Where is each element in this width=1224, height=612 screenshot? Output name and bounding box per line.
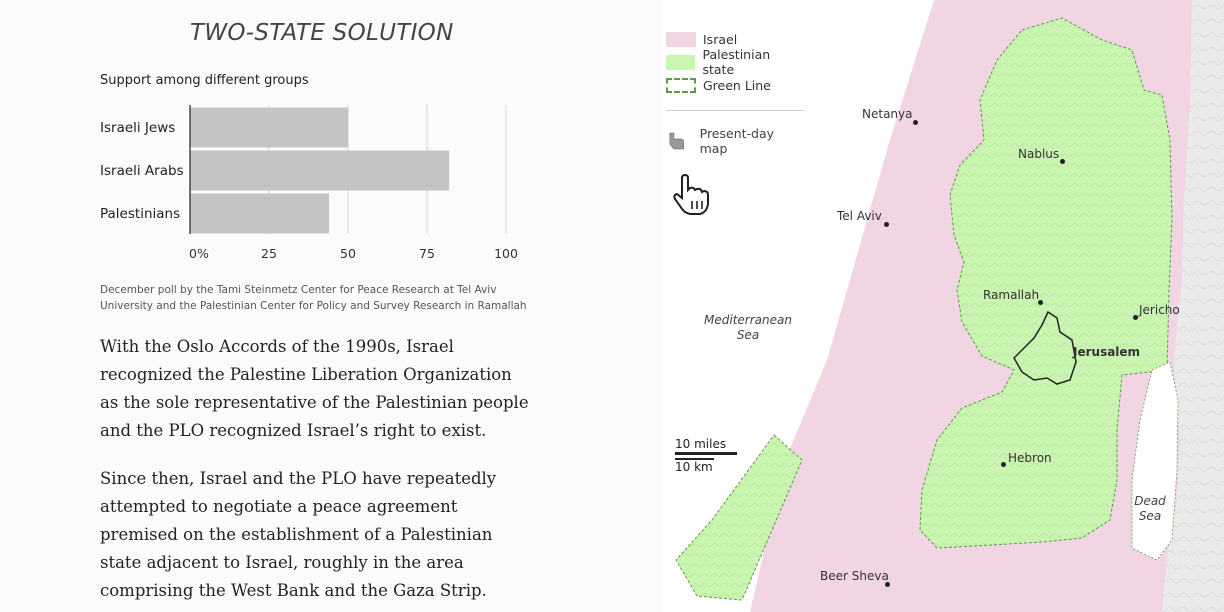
paragraph-oslo: With the Oslo Accords of the 1990s, Isra…	[100, 337, 529, 440]
city-label-ramallah: Ramallah	[983, 288, 1040, 302]
scale-bar-km	[675, 458, 714, 460]
city-label-beer-sheva: Beer Sheva	[820, 569, 889, 583]
chart-subtitle: Support among different groups	[100, 73, 309, 88]
dead-sea-label: Dead Sea	[1134, 494, 1166, 523]
pointing-hand-icon	[669, 132, 685, 150]
city-dot-ramallah	[1038, 300, 1043, 305]
category-label: Israeli Jews	[100, 120, 175, 136]
jerusalem-boundary	[1013, 310, 1077, 385]
legend-label-israel: Israel	[703, 31, 738, 47]
scale-label-miles: 10 miles	[675, 437, 727, 451]
category-label: Israeli Arabs	[100, 163, 184, 179]
city-label-netanya: Netanya	[862, 107, 913, 121]
israel-swatch	[666, 31, 696, 47]
bar-israeli-jews	[190, 107, 348, 148]
legend-item-palestine: Palestinian state	[666, 47, 804, 77]
scale-bar-miles	[675, 452, 737, 455]
bar-palestinians	[190, 193, 330, 234]
city-label-jerusalem: Jerusalem	[1073, 345, 1141, 359]
present-day-map-button[interactable]: Present-day map	[666, 126, 804, 156]
present-day-map-label: Present-day map	[699, 126, 775, 156]
legend-label-green-line: Green Line	[703, 77, 771, 93]
city-label-hebron: Hebron	[1008, 451, 1052, 465]
scale-label-km: 10 km	[675, 460, 713, 474]
city-dot-netanya	[913, 120, 918, 125]
city-label-jericho: Jericho	[1139, 303, 1180, 317]
category-label: Palestinians	[100, 206, 180, 222]
support-bar-chart: 0% 25 50 75 100 Israeli Jews Israeli Arabs Pale…	[100, 105, 518, 261]
x-tick-label: 50	[340, 246, 356, 261]
jordan-terrain	[1162, 0, 1224, 612]
x-tick-label: 0%	[189, 246, 209, 261]
mediterranean-sea-label: Mediterranean Sea	[704, 313, 792, 342]
city-dot-beer-sheva	[885, 582, 890, 587]
map-scale: 10 miles 10 km	[675, 437, 726, 474]
legend-divider	[666, 110, 804, 111]
city-dot-tel-aviv	[884, 222, 889, 227]
gaza-area	[675, 434, 803, 601]
legend-label-palestine: Palestinian state	[702, 47, 771, 77]
city-dot-hebron	[1001, 462, 1006, 467]
city-dot-nablus	[1060, 159, 1065, 164]
west-bank-area	[919, 17, 1173, 549]
dead-sea	[1131, 361, 1179, 561]
x-tick-label: 75	[419, 246, 435, 261]
city-label-nablus: Nablus	[1018, 147, 1060, 161]
chart-source-note: December poll by the Tami Steinmetz Cent…	[100, 284, 527, 312]
legend-item-green-line: Green Line	[666, 76, 771, 94]
region-map	[662, 0, 1224, 612]
city-label-tel-aviv: Tel Aviv	[837, 209, 882, 223]
x-tick-label: 25	[261, 246, 277, 261]
x-tick-label: 100	[494, 246, 518, 261]
palestine-swatch	[666, 54, 696, 70]
hand-cursor-icon	[673, 174, 709, 215]
paragraph-negotiations: Since then, Israel and the PLO have repe…	[100, 469, 497, 600]
page-title: TWO-STATE SOLUTION	[190, 20, 454, 46]
green-line-swatch	[666, 77, 696, 93]
city-dot-jericho	[1133, 315, 1138, 320]
legend-item-israel: Israel	[666, 30, 737, 48]
article-panel: TWO-STATE SOLUTION Support among differe…	[100, 20, 529, 600]
bar-israeli-arabs	[190, 150, 450, 191]
